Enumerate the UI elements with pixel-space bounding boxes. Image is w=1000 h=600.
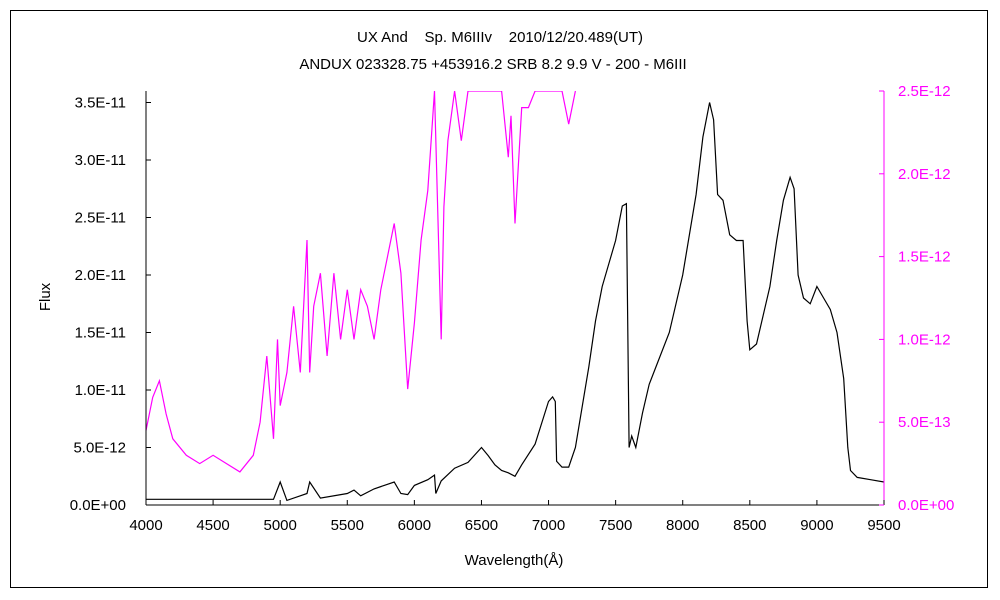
ticks: 4000 4500 5000 5500 6000 6500 7000 7500 8000 8500… bbox=[70, 83, 955, 534]
left-y-tick-label: 3.5E-11 bbox=[75, 95, 126, 112]
right-y-tick-label: 1.5E-12 bbox=[898, 249, 951, 266]
left-y-tick-label: 5.0E-12 bbox=[73, 440, 126, 457]
x-tick-label: 7000 bbox=[532, 517, 565, 534]
left-y-tick-label: 0.0E+00 bbox=[70, 497, 126, 514]
right-y-tick-label: 2.0E-12 bbox=[898, 166, 951, 183]
left-y-tick-label: 1.0E-11 bbox=[75, 382, 126, 399]
chart-subtitle: ANDUX 023328.75 +453916.2 SRB 8.2 9.9 V … bbox=[299, 56, 686, 73]
plot-lines bbox=[146, 91, 884, 502]
left-y-tick-label: 2.0E-11 bbox=[75, 267, 126, 284]
x-tick-label: 8500 bbox=[733, 517, 766, 534]
left-y-tick-label: 1.5E-11 bbox=[75, 325, 126, 342]
chart-frame bbox=[10, 10, 988, 588]
x-tick-label: 7500 bbox=[599, 517, 632, 534]
x-tick-label: 4500 bbox=[196, 517, 229, 534]
x-tick-label: 6000 bbox=[398, 517, 431, 534]
left-y-tick-label: 3.0E-11 bbox=[75, 152, 126, 169]
x-axis-label: Wavelength(Å) bbox=[465, 552, 564, 569]
magenta-spectrum-line bbox=[146, 91, 576, 473]
x-tick-label: 8000 bbox=[666, 517, 699, 534]
right-y-tick-label: 5.0E-13 bbox=[898, 414, 951, 431]
left-y-tick-label: 2.5E-11 bbox=[75, 210, 126, 227]
black-spectrum-line bbox=[146, 102, 884, 502]
axes bbox=[145, 91, 885, 506]
y-axis-label: Flux bbox=[37, 282, 54, 311]
x-tick-label: 9500 bbox=[867, 517, 900, 534]
x-tick-label: 5500 bbox=[331, 517, 364, 534]
x-tick-label: 9000 bbox=[800, 517, 833, 534]
x-tick-label: 6500 bbox=[465, 517, 498, 534]
chart-title: UX And Sp. M6IIIv 2010/12/20.489(UT) bbox=[357, 29, 643, 46]
x-tick-label: 5000 bbox=[263, 517, 296, 534]
right-y-tick-label: 0.0E+00 bbox=[898, 497, 954, 514]
right-y-tick-label: 2.5E-12 bbox=[898, 83, 951, 100]
x-tick-label: 4000 bbox=[129, 517, 162, 534]
right-y-tick-label: 1.0E-12 bbox=[898, 331, 951, 348]
